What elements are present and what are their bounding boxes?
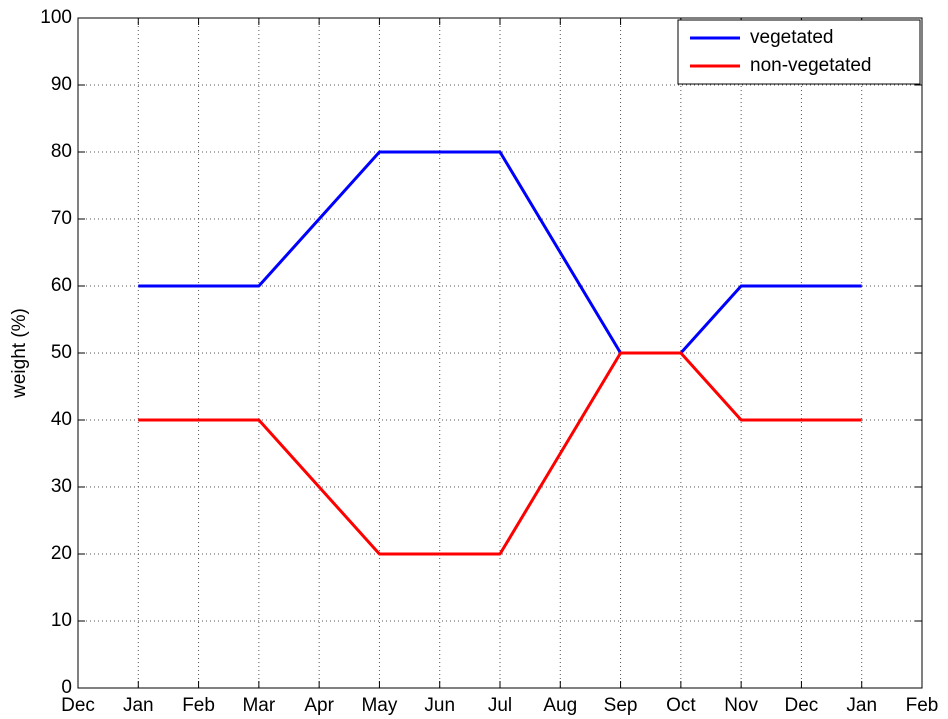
y-tick-label: 90 bbox=[51, 74, 72, 95]
x-tick-label: Dec bbox=[785, 695, 819, 716]
y-tick-label: 60 bbox=[51, 275, 72, 296]
plot-frame bbox=[77, 17, 923, 689]
y-tick-label: 50 bbox=[51, 342, 72, 363]
x-tick-label: Sep bbox=[604, 695, 638, 716]
y-axis-label: weight (%) bbox=[9, 308, 30, 399]
y-tick-label: 80 bbox=[51, 141, 72, 162]
series-line bbox=[138, 351, 862, 556]
x-tick-label: Apr bbox=[304, 695, 334, 716]
legend-label: vegetated bbox=[750, 27, 833, 48]
y-tick-label: 10 bbox=[51, 610, 72, 631]
y-tick-label: 0 bbox=[61, 677, 72, 698]
y-tick-label: 70 bbox=[51, 208, 72, 229]
x-tick-label: Dec bbox=[61, 695, 95, 716]
x-tick-label: Oct bbox=[666, 695, 696, 716]
x-tick-label: Nov bbox=[724, 695, 758, 716]
legend-box bbox=[677, 19, 921, 85]
x-tick-label: Mar bbox=[242, 695, 275, 716]
x-tick-label: Jan bbox=[123, 695, 154, 716]
y-tick-label: 100 bbox=[40, 7, 72, 28]
y-tick-label: 20 bbox=[51, 543, 72, 564]
x-tick-label: Feb bbox=[182, 695, 215, 716]
x-tick-label: Jan bbox=[846, 695, 877, 716]
x-tick-label: Jul bbox=[488, 695, 512, 716]
legend-label: non-vegetated bbox=[750, 55, 872, 76]
x-tick-label: Feb bbox=[906, 695, 939, 716]
x-tick-label: Jun bbox=[424, 695, 455, 716]
x-tick-label: May bbox=[361, 695, 397, 716]
series-line bbox=[138, 150, 862, 355]
y-tick-label: 40 bbox=[51, 409, 72, 430]
y-tick-label: 30 bbox=[51, 476, 72, 497]
x-tick-label: Aug bbox=[543, 695, 577, 716]
